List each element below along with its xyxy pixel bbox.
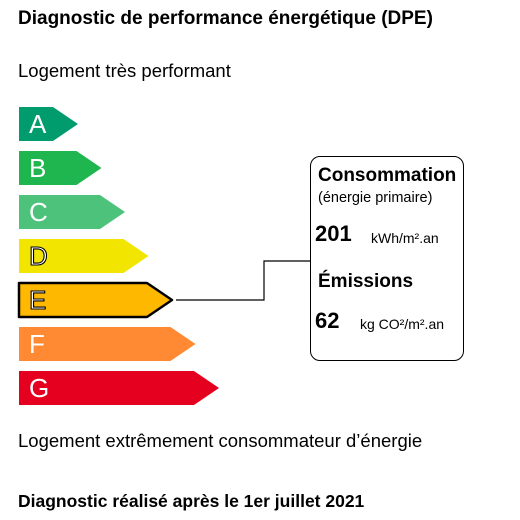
best-performance-label: Logement très performant	[18, 60, 231, 81]
emissions-title: Émissions	[318, 271, 414, 292]
consumption-value: 201	[315, 221, 352, 246]
consumption-title: Consommation	[318, 165, 457, 186]
grade-letter-d: D	[29, 241, 48, 271]
emissions-value: 62	[315, 308, 340, 333]
diagnostic-date-note: Diagnostic réalisé après le 1er juillet …	[18, 491, 365, 511]
worst-performance-label: Logement extrêmement consommateur d’éner…	[18, 430, 423, 451]
grade-letter-f: F	[29, 329, 45, 359]
grade-arrow-a	[19, 107, 78, 141]
grade-arrow-d	[19, 239, 149, 273]
grade-letter-g: G	[29, 373, 49, 403]
grade-letter-c: C	[29, 197, 48, 227]
connector-line	[176, 260, 310, 301]
grade-letter-b: B	[29, 153, 46, 183]
grade-arrow-c	[19, 195, 125, 229]
consumption-subtitle: (énergie primaire)	[318, 190, 433, 206]
grade-letter-a: A	[29, 109, 47, 139]
emissions-unit: kg CO²/m².an	[360, 316, 445, 332]
grade-letter-e: E	[29, 285, 46, 315]
grade-arrow-g	[19, 371, 219, 405]
grade-arrow-e	[17, 281, 174, 319]
energy-info-box: Consommation (énergie primaire) 201 kWh/…	[310, 156, 464, 361]
grade-arrow-f	[19, 327, 196, 361]
grade-arrow-b	[19, 151, 102, 185]
page-title: Diagnostic de performance énergétique (D…	[18, 8, 433, 29]
consumption-unit: kWh/m².an	[371, 230, 439, 246]
